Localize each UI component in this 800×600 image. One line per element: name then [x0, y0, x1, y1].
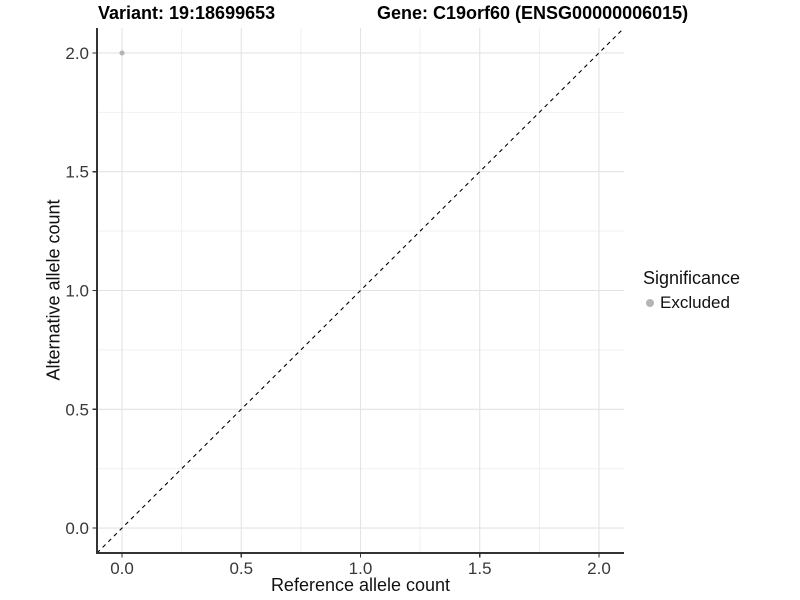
y-tick-label: 1.0 — [65, 282, 89, 301]
legend-entry-excluded: Excluded — [643, 293, 740, 313]
plot-title-variant: Variant: 19:18699653 — [98, 3, 276, 23]
data-point — [119, 50, 125, 56]
legend-title: Significance — [643, 268, 741, 288]
plot-title-gene: Gene: C19orf60 (ENSG00000006015) — [377, 3, 689, 23]
x-tick-label: 2.0 — [587, 559, 611, 578]
y-tick-label: 1.5 — [65, 163, 89, 182]
x-tick-label: 1.0 — [349, 559, 373, 578]
identity-reference-line — [96, 27, 625, 554]
data-points — [119, 50, 125, 56]
legend-point-icon — [646, 299, 654, 307]
x-tick-label: 0.5 — [229, 559, 253, 578]
axis-ticks — [92, 52, 600, 558]
tick-labels: 0.0 0.5 1.0 1.5 2.0 0.0 0.5 1.0 1.5 2.0 — [65, 44, 610, 578]
y-tick-label: 2.0 — [65, 44, 89, 63]
legend-entry-label: Excluded — [660, 293, 730, 312]
x-tick-label: 0.0 — [110, 559, 134, 578]
x-tick-label: 1.5 — [468, 559, 492, 578]
y-tick-label: 0.0 — [65, 519, 89, 538]
y-tick-label: 0.5 — [65, 400, 89, 419]
legend: Significance Excluded — [643, 268, 740, 313]
x-axis-label: Reference allele count — [270, 575, 451, 595]
y-axis-label: Alternative allele count — [43, 199, 64, 381]
